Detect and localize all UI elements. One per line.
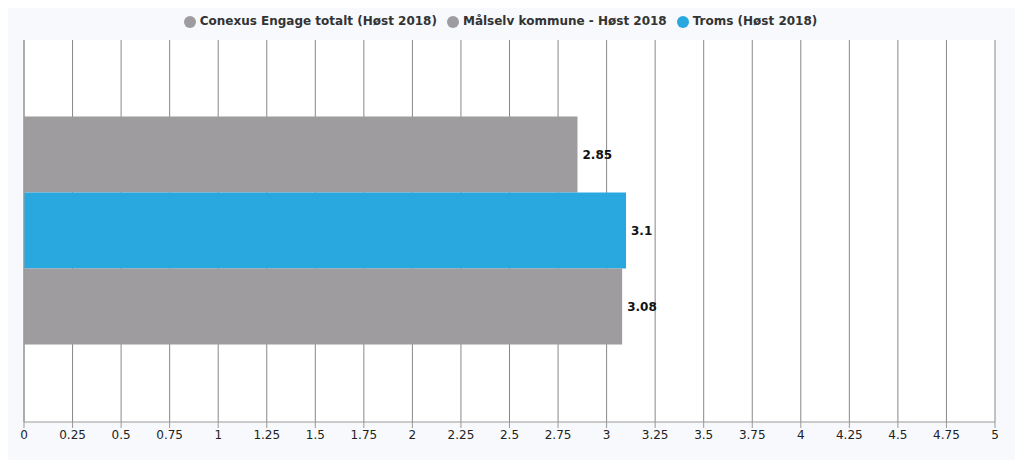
svg-text:4.25: 4.25 (836, 428, 863, 442)
svg-text:3.1: 3.1 (631, 224, 652, 238)
html-text:Målselv kommune - Høst 2018: Målselv kommune - Høst 2018 (462, 14, 667, 28)
svg-text:2: 2 (409, 428, 417, 442)
svg-text:1.5: 1.5 (306, 428, 325, 442)
svg-text:5: 5 (991, 428, 999, 442)
svg-text:2.85: 2.85 (582, 148, 612, 162)
html-text:Conexus Engage totalt (Høst 20: Conexus Engage totalt (Høst 2018) (199, 14, 437, 28)
html-text:Troms (Høst 2018): Troms (Høst 2018) (692, 14, 818, 28)
svg-text:0: 0 (20, 428, 28, 442)
svg-text:4: 4 (797, 428, 805, 442)
svg-text:1.25: 1.25 (253, 428, 280, 442)
svg-text:3.25: 3.25 (642, 428, 669, 442)
svg-text:1.75: 1.75 (350, 428, 377, 442)
svg-text:1: 1 (214, 428, 222, 442)
svg-text:0.25: 0.25 (59, 428, 86, 442)
svg-text:2.5: 2.5 (500, 428, 519, 442)
svg-text:4.5: 4.5 (888, 428, 907, 442)
svg-text:3.75: 3.75 (739, 428, 766, 442)
svg-text:3.08: 3.08 (627, 300, 657, 314)
svg-text:3: 3 (603, 428, 611, 442)
svg-text:3.5: 3.5 (694, 428, 713, 442)
svg-text:0.75: 0.75 (156, 428, 183, 442)
svg-text:0.5: 0.5 (112, 428, 131, 442)
svg-text:2.75: 2.75 (545, 428, 572, 442)
svg-text:4.75: 4.75 (933, 428, 960, 442)
svg-text:2.25: 2.25 (448, 428, 475, 442)
